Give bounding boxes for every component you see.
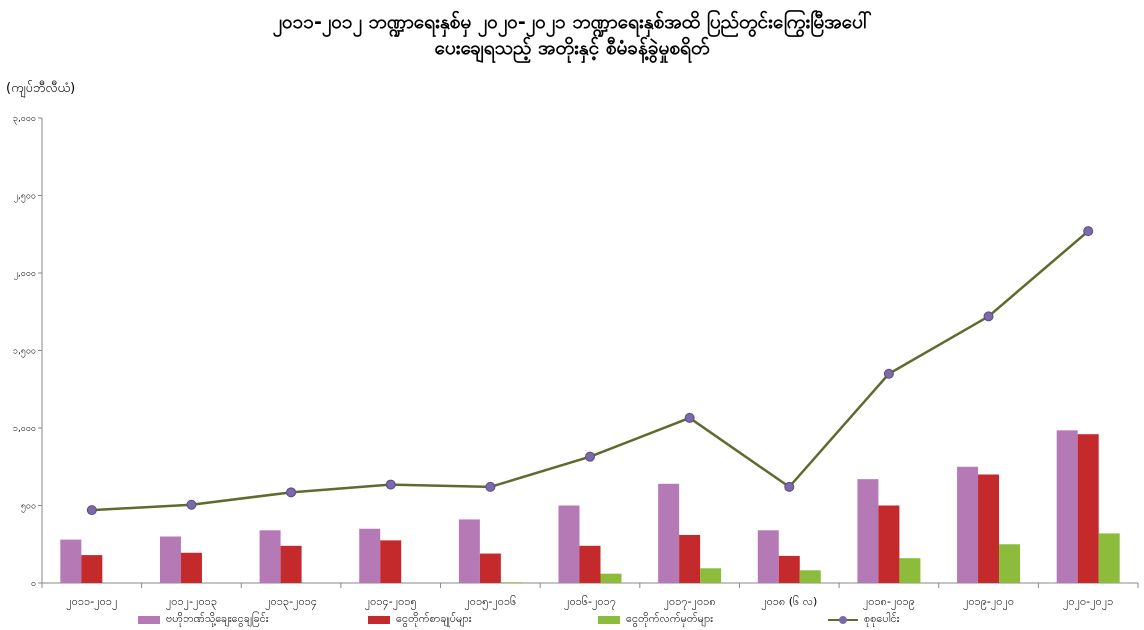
y-tick-label: ၀	[31, 579, 36, 589]
y-tick-label: ၁,၅၀၀	[13, 347, 36, 358]
bar-series-0	[658, 483, 680, 583]
line-point-series-3	[1083, 226, 1094, 237]
chart-title-line2: ပေးချေရသည့် အတိုးနှင့် စီမံခန့်ခွဲမှုစရိ…	[434, 37, 710, 59]
line-point-series-3	[286, 487, 297, 498]
bar-series-0	[857, 479, 879, 583]
bar-series-1	[1077, 434, 1099, 583]
bar-series-0	[359, 528, 381, 583]
line-point-series-3	[784, 481, 795, 492]
x-tick-label: ၂၀၁၉-၂၀၂၀	[963, 595, 1014, 610]
bar-series-1	[679, 534, 701, 583]
bar-series-0	[558, 505, 580, 583]
x-tick-label: ၂၀၁၃-၂၀၁၄	[265, 595, 317, 610]
legend-swatch-series-0	[138, 616, 160, 624]
line-point-series-3	[186, 499, 197, 510]
bar-series-0	[60, 539, 82, 583]
legend-item-series-1: ငွေတိုက်စာချုပ်များ	[368, 612, 598, 628]
bar-series-2	[600, 573, 622, 583]
line-point-series-3	[485, 481, 496, 492]
legend-swatch-series-2	[598, 616, 620, 624]
line-point-series-3	[385, 479, 396, 490]
x-tick-label: ၂၀၁၁-၂၀၁၂	[66, 595, 117, 610]
x-tick-label: ၂၀၁၈-၂၀၁၉	[863, 595, 915, 610]
legend-item-series-3: စုစုပေါင်း	[828, 612, 1058, 628]
legend-label-series-3: စုစုပေါင်း	[864, 612, 900, 625]
x-tick-label: ၂၀၁၆-၂၀၁၇	[564, 595, 616, 610]
x-tick-label: ၂၀၁၇-၂၀၁၈	[664, 595, 716, 610]
bar-series-0	[757, 530, 779, 583]
legend-label-series-1: ငွေတိုက်စာချုပ်များ	[396, 612, 472, 625]
chart-legend: ဗဟိုဘဏ်သို့ချေးငွေချခြင်း ငွေတိုက်စာချုပ…	[138, 612, 1058, 628]
bar-series-0	[458, 519, 480, 583]
y-tick-label: ၂,၀၀၀	[14, 269, 36, 280]
bar-series-2	[500, 582, 522, 583]
line-point-series-3	[86, 505, 97, 516]
bar-series-0	[259, 530, 281, 583]
line-point-series-3	[983, 311, 994, 322]
bar-series-2	[799, 570, 821, 583]
line-point-series-3	[883, 368, 894, 379]
bar-series-1	[81, 555, 103, 583]
line-point-series-3	[684, 412, 695, 423]
x-tick-label: ၂၀၁၄-၂၀၁၅	[365, 595, 417, 610]
bar-series-2	[1098, 533, 1120, 583]
x-tick-label: ၂၀၁၂-၂၀၁၃	[166, 595, 217, 610]
chart-title-line1: ၂၀၁၁-၂၀၁၂ ဘဏ္ဍာရေးနှစ်မှ ၂၀၂၀-၂၀၂၁ ဘဏ္ဍာ…	[272, 11, 872, 33]
line-series-3	[91, 230, 1089, 512]
x-tick-label: ၂၀၁၅-၂၀၁၆	[464, 595, 516, 610]
line-point-series-3	[585, 451, 595, 462]
x-tick-label: ၂၀၂၀-၂၀၂၁	[1063, 595, 1113, 610]
bar-series-1	[978, 474, 1000, 583]
y-tick-label: ၂,၅၀၀	[14, 192, 36, 203]
bar-series-0	[957, 466, 979, 583]
bar-series-1	[778, 555, 800, 583]
legend-line-marker-series-3	[828, 616, 858, 624]
legend-item-series-2: ငွေတိုက်လက်မှတ်များ	[598, 612, 828, 628]
bar-series-0	[1056, 430, 1078, 583]
bar-series-2	[899, 558, 921, 583]
legend-label-series-0: ဗဟိုဘဏ်သို့ချေးငွေချခြင်း	[166, 612, 269, 625]
bar-series-1	[180, 552, 202, 583]
bar-series-1	[380, 540, 402, 583]
y-axis-unit-label: (ကျပ်ဘီလီယံ)	[6, 81, 76, 96]
bar-series-0	[159, 536, 181, 583]
legend-item-series-0: ဗဟိုဘဏ်သို့ချေးငွေချခြင်း	[138, 612, 368, 628]
y-tick-label: ၁,၀၀၀	[13, 424, 36, 434]
bar-series-2	[700, 568, 722, 583]
bar-series-1	[579, 545, 601, 583]
bar-series-1	[878, 505, 900, 583]
y-tick-label: ၅၀၀	[21, 502, 36, 513]
legend-swatch-series-1	[368, 616, 390, 624]
bar-series-1	[280, 545, 302, 583]
y-tick-label: ၃,၀၀၀	[13, 114, 36, 125]
bar-series-2	[999, 544, 1021, 583]
x-tick-label: ၂၀၁၈ (၆ လ)	[761, 595, 817, 610]
bar-series-1	[479, 553, 501, 583]
legend-label-series-2: ငွေတိုက်လက်မှတ်များ	[626, 612, 713, 625]
